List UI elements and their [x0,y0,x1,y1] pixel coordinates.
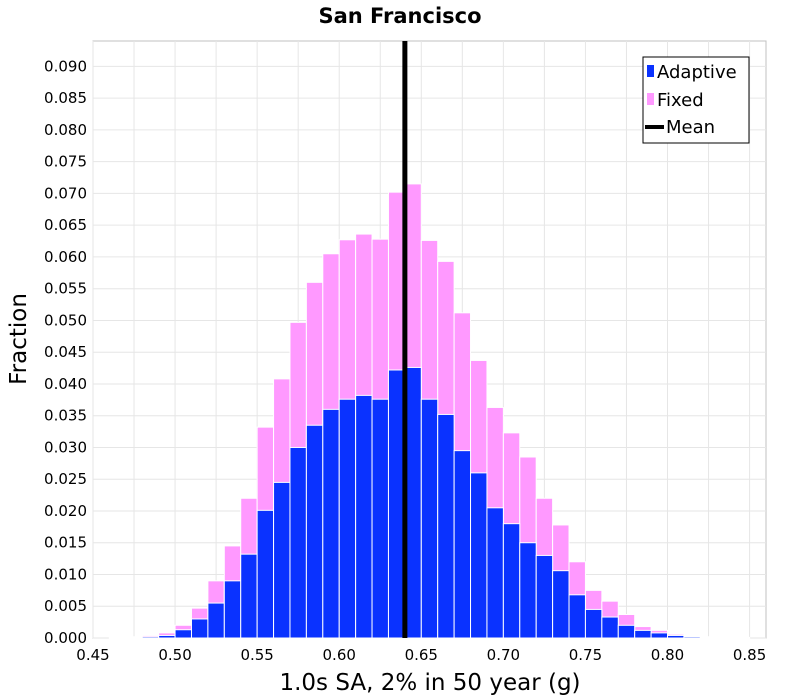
adaptive-bar [453,450,472,639]
x-tick-label: 0.60 [323,646,356,664]
x-tick-label: 0.80 [651,646,684,664]
adaptive-bar [371,398,389,639]
y-tick-label: 0.005 [44,597,87,615]
adaptive-bar [535,554,554,639]
legend-label-adaptive: Adaptive [657,62,737,83]
adaptive-bar [207,602,225,639]
y-tick-label: 0.050 [44,311,87,329]
fixed-bar [108,636,127,639]
adaptive-bar [420,398,439,639]
y-axis-label: Fraction [6,293,32,385]
adaptive-bar [552,570,570,639]
x-tick-label: 0.45 [76,646,109,664]
legend-label-mean: Mean [666,117,715,138]
y-tick-label: 0.040 [44,375,87,393]
adaptive-bar [568,594,586,639]
y-tick-label: 0.035 [44,407,87,425]
y-tick-label: 0.015 [44,534,87,552]
adaptive-bar [683,636,701,639]
y-tick-label: 0.055 [44,280,87,298]
adaptive-bar [650,632,669,639]
adaptive-bar [174,629,192,639]
adaptive-bar [584,608,603,639]
y-tick-label: 0.010 [44,565,87,583]
y-tick-label: 0.000 [44,629,87,647]
adaptive-bar [519,542,537,639]
adaptive-bar [305,424,324,639]
adaptive-bar [699,636,718,639]
adaptive-bar [437,413,455,639]
adaptive-bar [240,553,258,639]
y-tick-label: 0.030 [44,438,87,456]
adaptive-bar [601,616,619,639]
adaptive-bar [486,507,504,639]
fixed-bar [732,636,751,639]
legend-swatch-fixed [647,93,654,105]
legend-swatch-adaptive [647,65,654,77]
adaptive-bar [125,636,143,639]
adaptive-bar [502,523,521,639]
adaptive-series [125,366,734,639]
adaptive-bar [617,624,636,639]
adaptive-bar [667,634,685,639]
y-tick-label: 0.020 [44,502,87,520]
x-axis-label: 1.0s SA, 2% in 50 year (g) [279,670,580,696]
adaptive-bar [273,481,291,639]
adaptive-bar [338,398,357,639]
x-tick-label: 0.50 [158,646,191,664]
y-tick-label: 0.060 [44,248,87,266]
y-tick-label: 0.085 [44,89,87,107]
y-tick-label: 0.065 [44,216,87,234]
adaptive-bar [223,580,242,639]
adaptive-bar [190,618,209,639]
y-axis-ticks: 0.000 0.005 0.010 0.015 0.020 0.025 0.030 0.035… [44,57,87,647]
x-tick-label: 0.55 [240,646,273,664]
y-tick-label: 0.080 [44,121,87,139]
y-tick-label: 0.045 [44,343,87,361]
adaptive-bar [716,636,734,639]
x-axis-ticks: 0.45 0.50 0.55 0.60 0.65 0.70 0.75 0.80 0.85 [76,646,766,664]
adaptive-bar [470,472,488,639]
adaptive-bar [322,408,340,639]
x-tick-label: 0.75 [569,646,602,664]
y-tick-label: 0.090 [44,57,87,75]
x-tick-label: 0.65 [405,646,438,664]
legend-label-fixed: Fixed [657,90,704,111]
x-tick-label: 0.70 [487,646,520,664]
adaptive-bar [256,509,275,639]
chart-title: San Francisco [318,4,481,28]
x-tick-label: 0.85 [733,646,766,664]
adaptive-bar [289,446,307,639]
adaptive-bar [634,629,652,639]
y-tick-label: 0.075 [44,153,87,171]
adaptive-bar [158,634,176,639]
adaptive-bar [141,636,160,639]
y-tick-label: 0.070 [44,184,87,202]
adaptive-bar [355,394,373,639]
y-tick-label: 0.025 [44,470,87,488]
legend: Adaptive Fixed Mean [642,56,750,144]
